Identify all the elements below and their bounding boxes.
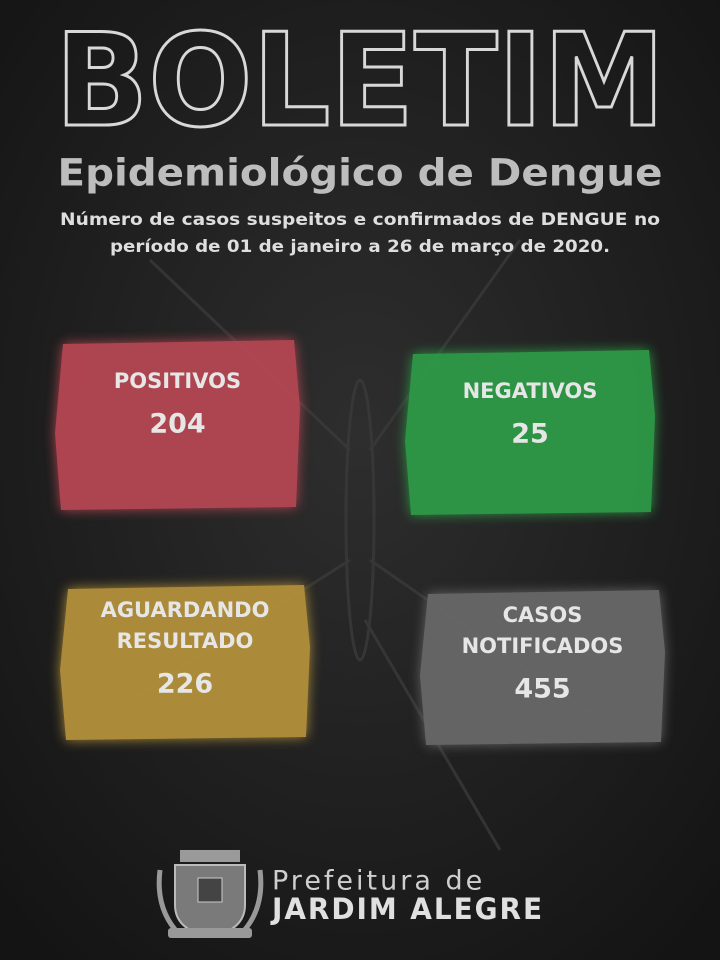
footer-line2: JARDIM ALEGRE xyxy=(270,892,544,926)
footer-line1: Prefeitura de xyxy=(272,866,485,897)
card-value: 226 xyxy=(157,669,213,700)
card xyxy=(405,350,655,515)
card-label: RESULTADO xyxy=(117,629,254,653)
description-line: Número de casos suspeitos e confirmados … xyxy=(60,210,660,230)
description-line: período de 01 de janeiro a 26 de março d… xyxy=(110,237,610,257)
card-value: 455 xyxy=(514,674,570,705)
card-label: NOTIFICADOS xyxy=(462,634,624,658)
card-label: CASOS xyxy=(503,603,583,627)
subtitle: Epidemiológico de Dengue xyxy=(58,152,663,195)
crest xyxy=(156,850,264,939)
card xyxy=(420,590,665,745)
title: BOLETIM xyxy=(55,7,665,156)
card-label: AGUARDANDO xyxy=(101,598,270,622)
card-label: POSITIVOS xyxy=(114,369,241,393)
card xyxy=(60,585,310,740)
card-value: 25 xyxy=(511,419,549,450)
card xyxy=(55,340,300,510)
card-label: NEGATIVOS xyxy=(463,379,598,403)
card-value: 204 xyxy=(149,409,205,440)
